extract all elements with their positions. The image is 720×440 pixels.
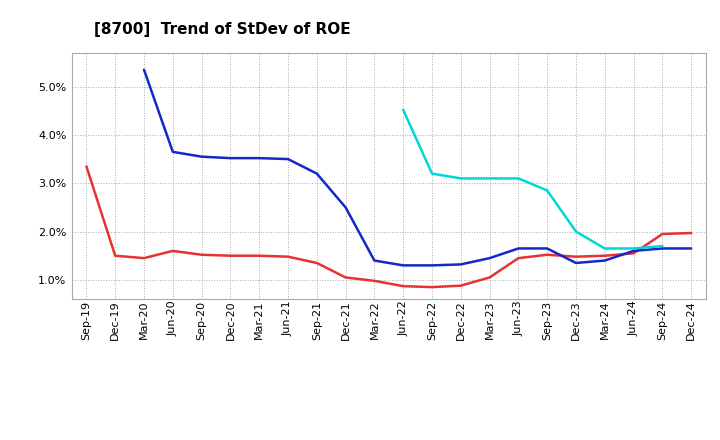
3 Years <box>543 252 552 257</box>
5 Years <box>456 262 465 267</box>
5 Years <box>255 155 264 161</box>
3 Years <box>658 231 667 237</box>
5 Years <box>600 258 609 263</box>
3 Years <box>226 253 235 258</box>
3 Years <box>111 253 120 258</box>
3 Years <box>600 253 609 258</box>
3 Years <box>687 231 696 236</box>
7 Years <box>572 229 580 234</box>
5 Years <box>687 246 696 251</box>
5 Years <box>284 157 292 162</box>
5 Years <box>514 246 523 251</box>
7 Years <box>456 176 465 181</box>
5 Years <box>197 154 206 159</box>
5 Years <box>543 246 552 251</box>
3 Years <box>140 256 148 261</box>
3 Years <box>255 253 264 258</box>
5 Years <box>226 155 235 161</box>
3 Years <box>428 285 436 290</box>
5 Years <box>428 263 436 268</box>
5 Years <box>485 256 494 261</box>
5 Years <box>140 67 148 72</box>
Line: 5 Years: 5 Years <box>144 70 691 265</box>
3 Years <box>82 164 91 169</box>
3 Years <box>370 278 379 283</box>
7 Years <box>629 246 638 251</box>
5 Years <box>168 149 177 154</box>
5 Years <box>312 171 321 176</box>
Line: 3 Years: 3 Years <box>86 166 691 287</box>
3 Years <box>284 254 292 259</box>
3 Years <box>629 251 638 256</box>
5 Years <box>370 258 379 263</box>
3 Years <box>514 256 523 261</box>
3 Years <box>168 248 177 253</box>
3 Years <box>572 254 580 259</box>
7 Years <box>658 243 667 249</box>
5 Years <box>658 246 667 251</box>
5 Years <box>341 205 350 210</box>
3 Years <box>341 275 350 280</box>
7 Years <box>600 246 609 251</box>
5 Years <box>572 260 580 266</box>
3 Years <box>197 252 206 257</box>
3 Years <box>456 283 465 288</box>
7 Years <box>399 107 408 113</box>
3 Years <box>399 283 408 289</box>
Text: [8700]  Trend of StDev of ROE: [8700] Trend of StDev of ROE <box>94 22 350 37</box>
5 Years <box>399 263 408 268</box>
3 Years <box>312 260 321 266</box>
3 Years <box>485 275 494 280</box>
7 Years <box>485 176 494 181</box>
5 Years <box>629 248 638 253</box>
7 Years <box>514 176 523 181</box>
Legend: 3 Years, 5 Years, 7 Years, 10 Years: 3 Years, 5 Years, 7 Years, 10 Years <box>192 433 585 440</box>
7 Years <box>543 188 552 193</box>
Line: 7 Years: 7 Years <box>403 110 662 249</box>
7 Years <box>428 171 436 176</box>
